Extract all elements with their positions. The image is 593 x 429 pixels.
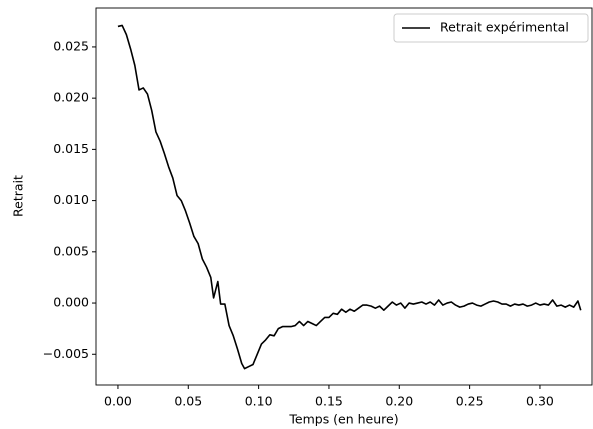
x-tick-label: 0.25 (456, 394, 484, 409)
y-tick-label: 0.025 (53, 38, 89, 53)
x-tick-label: 0.05 (174, 394, 202, 409)
y-axis-label: Retrait (11, 175, 26, 217)
legend-box (393, 13, 589, 43)
legend-label: Retrait expérimental (440, 20, 569, 35)
x-tick-label: 0.10 (245, 394, 273, 409)
y-tick-label: 0.000 (53, 295, 89, 310)
x-axis-label: Temps (en heure) (288, 412, 398, 427)
x-tick-label: 0.00 (104, 394, 132, 409)
y-tick-label: 0.015 (53, 141, 89, 156)
plot-frame (95, 7, 593, 386)
y-tick-label: 0.020 (53, 90, 89, 105)
x-tick-label: 0.30 (526, 394, 554, 409)
y-tick-label: −0.005 (43, 346, 89, 361)
x-tick-label: 0.15 (315, 394, 343, 409)
x-tick-label: 0.20 (385, 394, 413, 409)
y-tick-label: 0.005 (53, 243, 89, 258)
line (117, 24, 582, 370)
y-tick-label: 0.010 (53, 192, 89, 207)
